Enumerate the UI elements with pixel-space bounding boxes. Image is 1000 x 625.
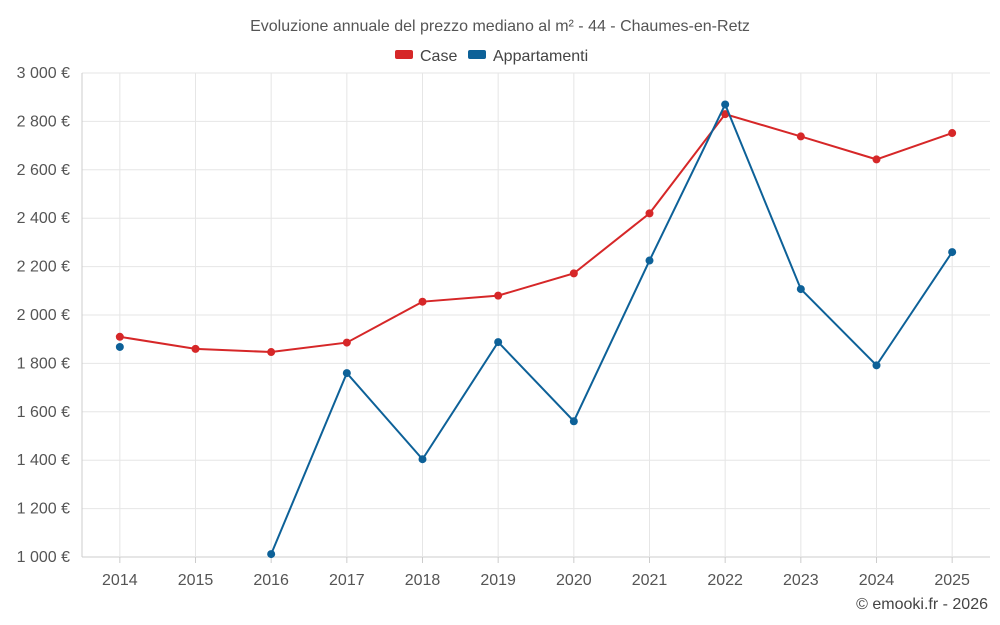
y-tick-label: 2 400 € [17,210,70,227]
grid [82,72,990,558]
data-point[interactable] [342,338,351,347]
data-point[interactable] [645,256,654,265]
data-point[interactable] [418,455,427,464]
y-axis: 1 000 € 1 200 € 1 400 € 1 600 € 1 800 € 2 000… [17,65,83,566]
data-point[interactable] [872,155,881,164]
series-line [119,112,953,354]
y-tick-label: 1 400 € [17,452,70,469]
x-tick-label: 2018 [405,572,441,589]
credit-text: © emooki.fr - 2026 [856,596,988,613]
legend-label: Case [420,48,457,65]
data-point[interactable] [721,100,730,109]
y-tick-label: 2 600 € [17,162,70,179]
data-point[interactable] [948,248,957,257]
data-point[interactable] [267,550,276,559]
x-tick-label: 2021 [632,572,668,589]
legend-label: Appartamenti [493,48,588,65]
legend-item-case[interactable]: Case [395,48,457,65]
x-tick-label: 2023 [783,572,819,589]
x-tick-label: 2022 [707,572,743,589]
series-case [115,110,957,357]
legend-swatch [468,50,486,59]
y-tick-label: 1 600 € [17,404,70,421]
data-point[interactable] [115,342,124,351]
x-tick-label: 2014 [102,572,138,589]
data-point[interactable] [418,297,427,306]
data-point[interactable] [569,269,578,278]
y-tick-label: 2 800 € [17,113,70,130]
x-tick-label: 2017 [329,572,365,589]
x-tick-label: 2024 [859,572,895,589]
series-line [270,102,953,555]
data-point[interactable] [267,348,276,357]
legend-swatch [395,50,413,59]
chart-title: Evoluzione annuale del prezzo mediano al… [250,18,750,35]
y-tick-label: 3 000 € [17,65,70,82]
x-axis: 2014 2015 2016 2017 2018 2019 2020 2021 2022 2023… [102,557,970,589]
y-tick-label: 2 200 € [17,259,70,276]
y-tick-label: 2 000 € [17,307,70,324]
data-point[interactable] [569,417,578,426]
data-point[interactable] [948,129,957,138]
x-tick-label: 2020 [556,572,592,589]
data-point[interactable] [721,110,730,119]
data-point[interactable] [494,338,503,347]
data-point[interactable] [342,369,351,378]
legend: Case Appartamenti [395,48,588,65]
x-tick-label: 2019 [480,572,516,589]
legend-item-appartamenti[interactable]: Appartamenti [468,48,588,65]
data-point[interactable] [645,209,654,218]
data-point[interactable] [872,361,881,370]
series-appartamenti [115,100,957,559]
data-point[interactable] [191,344,200,353]
data-point[interactable] [115,332,124,341]
data-point[interactable] [796,285,805,294]
x-tick-label: 2025 [934,572,970,589]
y-tick-label: 1 000 € [17,549,70,566]
series [115,100,957,559]
x-tick-label: 2015 [178,572,214,589]
x-tick-label: 2016 [253,572,289,589]
data-point[interactable] [796,132,805,141]
y-tick-label: 1 200 € [17,501,70,518]
data-point[interactable] [494,291,503,300]
y-tick-label: 1 800 € [17,355,70,372]
